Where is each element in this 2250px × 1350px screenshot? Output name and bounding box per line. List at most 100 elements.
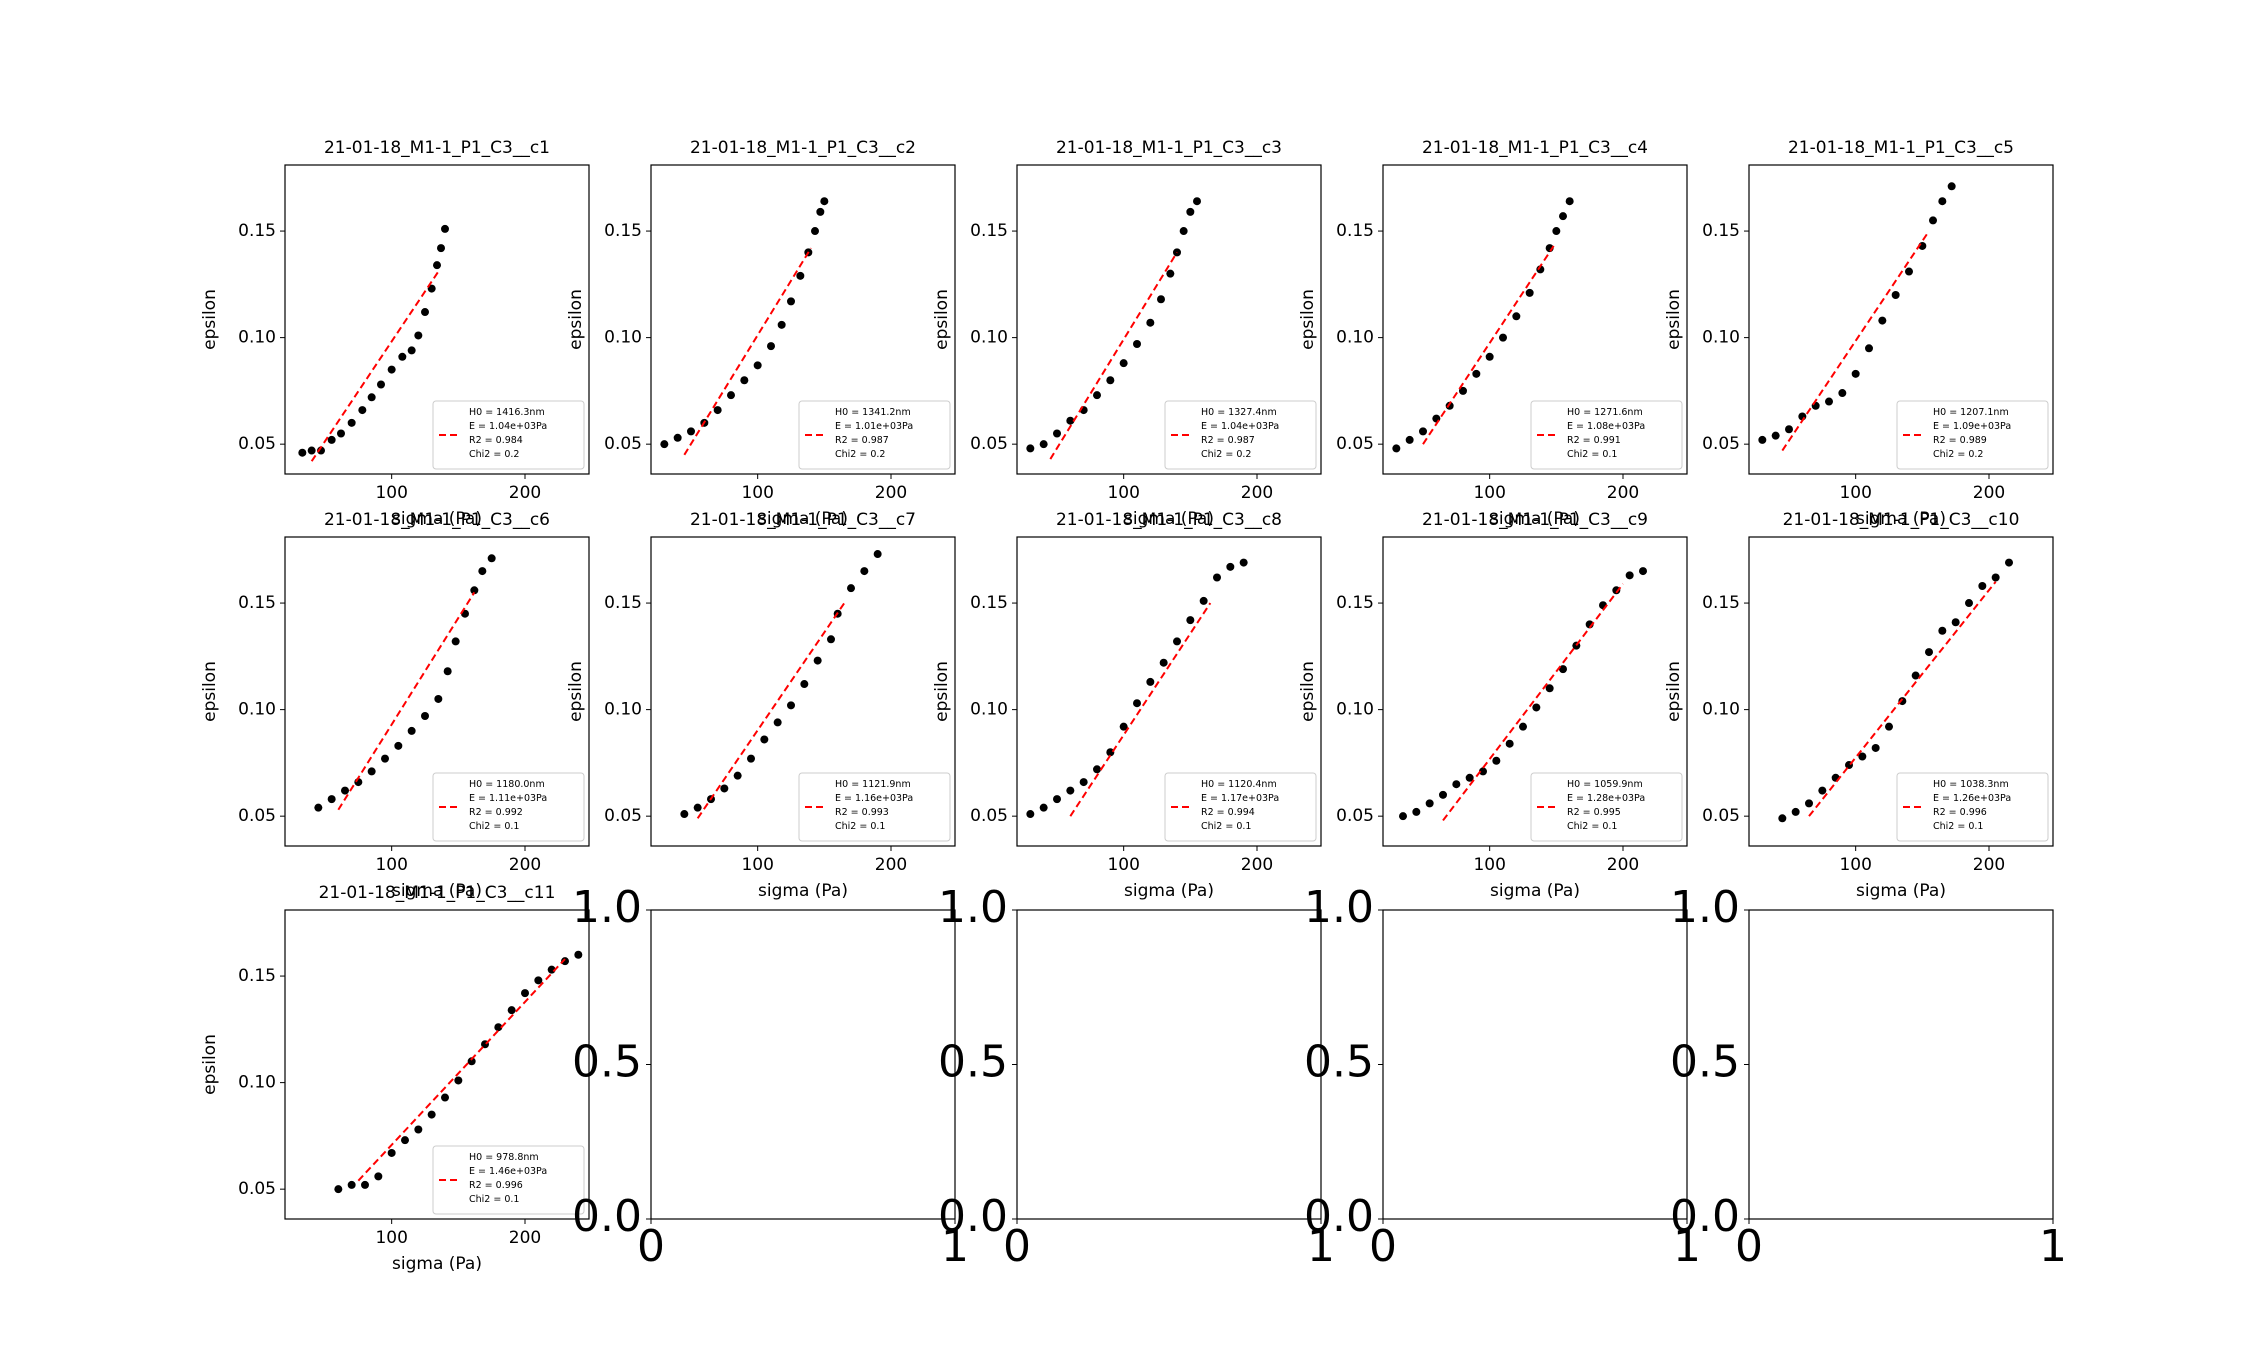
y-tick-label: 0.15: [604, 221, 642, 241]
legend-label: H0 = 1341.2nm: [835, 407, 911, 418]
subplot: 0.00.51.00 1: [938, 882, 1335, 1272]
data-point: [800, 680, 809, 689]
data-point: [713, 406, 722, 415]
data-point: [387, 365, 396, 374]
data-point: [421, 712, 429, 721]
legend-label: H0 = 1059.9nm: [1567, 779, 1643, 790]
legend-label: R2 = 0.991: [1567, 435, 1621, 446]
data-point: [374, 1172, 383, 1181]
y-tick-label: 0.0: [1304, 1191, 1374, 1242]
data-point: [1119, 359, 1128, 368]
y-tick-label: 0.15: [1336, 221, 1374, 241]
data-point: [1186, 616, 1195, 625]
data-point: [1445, 401, 1454, 410]
axes-frame: [1748, 909, 2054, 1220]
data-point: [1929, 216, 1937, 225]
data-point: [1485, 352, 1494, 361]
data-point: [1639, 567, 1647, 576]
data-point: [1805, 799, 1813, 808]
subplot-title: 21-01-18_M1-1_P1_C3__c4: [1422, 138, 1648, 158]
subplot-title: 21-01-18_M1-1_P1_C3__c3: [1056, 138, 1282, 158]
y-axis-label: epsilon: [566, 289, 586, 350]
legend-label: H0 = 978.8nm: [469, 1152, 539, 1163]
y-tick-label: 1.0: [1304, 882, 1374, 933]
data-point: [1505, 739, 1514, 748]
y-tick-label: 0.05: [1336, 806, 1374, 826]
subplot: 0.05 0.10 0.15 100 200 H0 = 1120.4nm E = 1.17e…: [932, 510, 1322, 901]
data-point: [727, 391, 735, 400]
data-point: [441, 224, 449, 233]
x-tick-label: 100: [1839, 855, 1871, 875]
data-point: [1825, 397, 1833, 406]
axes-frame: [650, 164, 956, 475]
data-point: [1519, 722, 1527, 731]
legend-label: H0 = 1416.3nm: [469, 407, 545, 418]
fit-line: [1049, 251, 1178, 460]
x-axis-label: sigma (Pa): [392, 1254, 482, 1274]
subplot-title: 21-01-18_M1-1_P1_C3__c6: [324, 510, 550, 530]
data-point: [433, 261, 441, 270]
data-point: [414, 331, 423, 340]
data-point: [1951, 618, 1960, 627]
x-axis-label: sigma (Pa): [1490, 881, 1580, 901]
fit-line: [1808, 581, 1997, 817]
data-point: [873, 550, 882, 559]
data-point: [1925, 648, 1933, 657]
x-tick-label: 200: [1973, 483, 2005, 503]
axes-frame: [1382, 909, 1688, 1220]
x-tick-label: 200: [875, 855, 907, 875]
data-point: [1026, 444, 1035, 453]
data-point: [478, 567, 487, 576]
subplot-title: 21-01-18_M1-1_P1_C3__c7: [690, 510, 916, 530]
data-point: [1911, 671, 1920, 680]
data-point: [1947, 182, 1956, 191]
data-point: [358, 406, 367, 415]
data-point: [1991, 573, 2000, 582]
legend-box: [798, 400, 951, 470]
data-point: [1965, 599, 1973, 608]
data-point: [398, 352, 407, 361]
data-point: [787, 297, 795, 306]
data-point: [507, 1006, 516, 1015]
data-point: [1758, 435, 1767, 444]
data-point: [1039, 803, 1048, 812]
data-point: [767, 342, 775, 351]
subplot-title: 21-01-18_M1-1_P1_C3__c1: [324, 138, 550, 158]
data-point: [860, 567, 869, 576]
legend-label: E = 1.16e+03Pa: [835, 793, 913, 804]
data-point: [1199, 596, 1208, 605]
data-point: [1039, 440, 1048, 449]
data-point: [1399, 812, 1407, 821]
data-point: [1905, 267, 1913, 276]
data-point: [334, 1185, 343, 1194]
x-axis-label: sigma (Pa): [758, 509, 848, 529]
x-axis-label: sigma (Pa): [392, 881, 482, 901]
x-tick-label: 100: [741, 855, 773, 875]
y-tick-label: 0.05: [970, 806, 1008, 826]
data-point: [327, 795, 336, 804]
data-point: [660, 440, 669, 449]
data-point: [1133, 699, 1141, 708]
data-point: [1771, 431, 1780, 440]
data-point: [820, 197, 829, 206]
legend-box: [432, 400, 585, 470]
data-point: [2005, 558, 2013, 567]
legend-label: Chi2 = 0.1: [1567, 821, 1617, 832]
data-point: [1066, 416, 1075, 425]
subplot: 0.05 0.10 0.15 100 200 H0 = 1059.9nm E = 1.28e…: [1298, 510, 1688, 901]
x-tick-label: 100: [375, 855, 407, 875]
data-point: [470, 586, 479, 595]
legend-label: E = 1.08e+03Pa: [1567, 421, 1645, 432]
axes-frame: [1748, 536, 2054, 847]
data-point: [1612, 586, 1621, 595]
y-tick-label: 0.5: [938, 1037, 1008, 1088]
legend-label: Chi2 = 0.1: [1201, 821, 1251, 832]
legend-label: E = 1.17e+03Pa: [1201, 793, 1279, 804]
y-tick-label: 0.5: [1304, 1037, 1374, 1088]
data-point: [1066, 786, 1075, 795]
legend-label: H0 = 1180.0nm: [469, 779, 545, 790]
y-tick-label: 0.0: [938, 1191, 1008, 1242]
y-tick-label: 0.05: [238, 806, 276, 826]
subplot: 0.05 0.10 0.15 100 200 H0 = 1271.6nm E = 1.08e…: [1298, 138, 1688, 529]
